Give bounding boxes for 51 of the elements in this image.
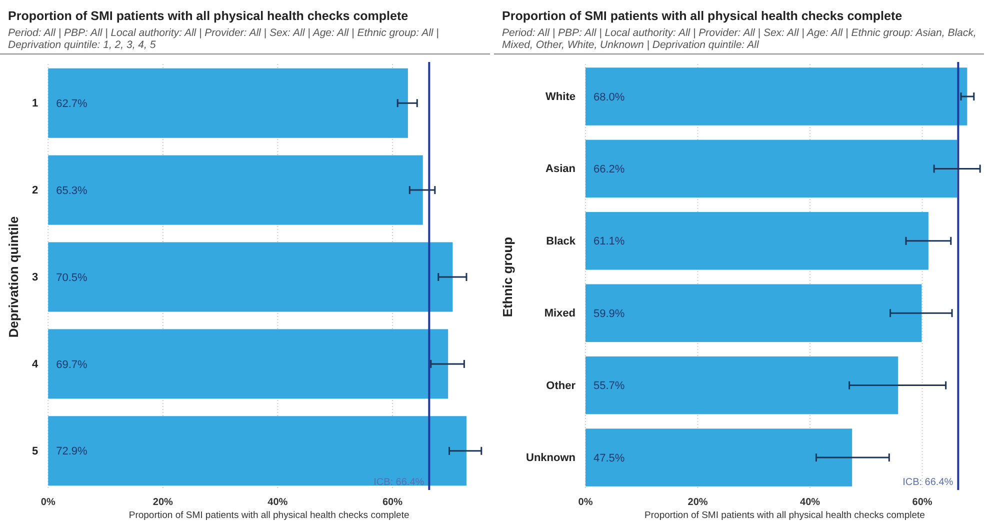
y-axis-title: Deprivation quintile: [6, 216, 21, 338]
x-tick-label: 20%: [152, 497, 174, 508]
bar: [48, 68, 408, 138]
x-tick-label: 40%: [268, 497, 288, 508]
data-label: 65.3%: [56, 184, 88, 197]
chart-subtitle: Period: All | PBP: All | Local authority: All | Provider: All | Sex: All | Age: All | Ethnic group: Asian, Black, Mixed, Other, White, Unknown | Deprivation quintile: All: [502, 27, 976, 51]
bar: [586, 356, 898, 414]
data-label: 59.9%: [594, 308, 625, 320]
data-label: 68.0%: [594, 91, 625, 104]
x-tick-label: 60%: [912, 497, 932, 508]
y-axis-title: Ethnic group: [500, 236, 515, 318]
y-tick-label: 4: [32, 358, 39, 370]
data-label: 70.5%: [56, 272, 88, 284]
chart-title: Proportion of SMI patients with all physical health checks complete: [8, 9, 408, 23]
data-label: 47.5%: [594, 452, 625, 464]
y-tick-label: Asian: [546, 163, 576, 176]
x-axis-title: Proportion of SMI patients with all physical health checks complete: [644, 510, 925, 521]
y-tick-label: White: [546, 91, 576, 104]
data-label: 72.9%: [56, 446, 88, 458]
y-tick-label: 1: [32, 98, 38, 110]
y-tick-label: Mixed: [544, 308, 576, 320]
y-tick-label: 3: [32, 272, 38, 284]
ref-line-label: ICB: 66.4%: [902, 477, 954, 488]
bar: [48, 155, 423, 225]
data-label: 66.2%: [594, 164, 625, 176]
y-tick-label: 2: [32, 184, 38, 197]
bar: [586, 284, 922, 342]
chart-subtitle: Period: All | PBP: All | Local authority: All | Provider: All | Sex: All | Age: All | Ethnic group: All | Deprivation quintile: 1, 2, 3, 4, 5: [8, 27, 439, 51]
bar: [586, 428, 852, 486]
x-tick-label: 0%: [40, 497, 56, 508]
x-tick-label: 20%: [688, 497, 708, 508]
bar: [48, 242, 453, 312]
x-tick-label: 0%: [578, 497, 593, 508]
bar: [586, 68, 968, 126]
x-axis-title: Proportion of SMI patients with all physical health checks complete: [128, 510, 410, 521]
bar: [586, 212, 928, 270]
data-label: 62.7%: [56, 98, 88, 110]
bar: [48, 416, 466, 486]
x-tick-label: 40%: [800, 497, 820, 508]
bar: [586, 140, 958, 198]
y-tick-label: Unknown: [526, 452, 576, 464]
chart-title: Proportion of SMI patients with all physical health checks complete: [502, 9, 902, 23]
data-label: 55.7%: [594, 380, 625, 392]
bar: [48, 329, 448, 399]
y-tick-label: 5: [32, 445, 38, 458]
y-tick-label: Black: [546, 235, 576, 248]
ref-line-label: ICB: 66.4%: [374, 477, 424, 488]
data-label: 61.1%: [594, 236, 625, 248]
y-tick-label: Other: [546, 380, 576, 392]
data-label: 69.7%: [56, 358, 88, 371]
x-tick-label: 60%: [382, 497, 403, 508]
